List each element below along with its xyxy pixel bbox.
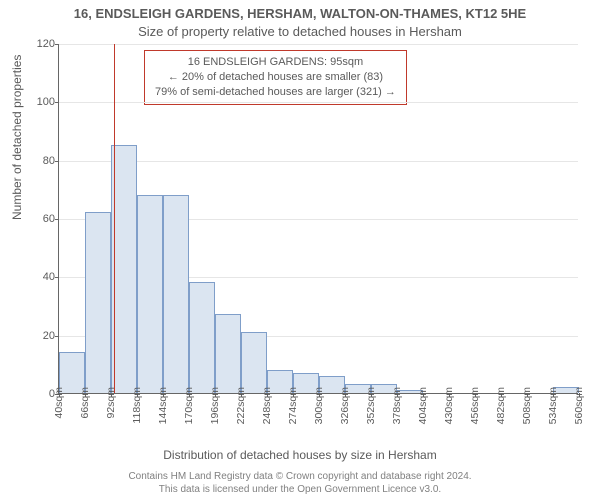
histogram-bar: [241, 332, 267, 393]
xtick-label: 430sqm: [443, 387, 455, 424]
xtick-label: 222sqm: [235, 387, 247, 424]
xtick-label: 66sqm: [79, 387, 91, 419]
ytick-label: 80: [27, 155, 55, 167]
histogram-bar: [85, 212, 111, 393]
xtick-label: 534sqm: [547, 387, 559, 424]
ytick-label: 20: [27, 330, 55, 342]
footer-attribution: Contains HM Land Registry data © Crown c…: [0, 471, 600, 496]
gridline: [59, 102, 578, 103]
footer-line-2: This data is licensed under the Open Gov…: [0, 484, 600, 497]
y-axis-label: Number of detached properties: [10, 55, 24, 220]
gridline: [59, 44, 578, 45]
ytick-mark: [55, 161, 59, 162]
xtick-label: 560sqm: [573, 387, 585, 424]
chart-plot-area: 16 ENDSLEIGH GARDENS: 95sqm← 20% of deta…: [58, 44, 578, 394]
ytick-label: 60: [27, 213, 55, 225]
histogram-bar: [189, 282, 215, 393]
ytick-mark: [55, 44, 59, 45]
ytick-label: 0: [27, 388, 55, 400]
footer-line-1: Contains HM Land Registry data © Crown c…: [0, 471, 600, 484]
histogram-bar: [137, 195, 163, 393]
histogram-bar: [215, 314, 241, 393]
xtick-label: 482sqm: [495, 387, 507, 424]
xtick-label: 170sqm: [183, 387, 195, 424]
ytick-label: 100: [27, 96, 55, 108]
annotation-line: 16 ENDSLEIGH GARDENS: 95sqm: [155, 55, 396, 70]
ytick-mark: [55, 102, 59, 103]
annotation-line: 79% of semi-detached houses are larger (…: [155, 85, 396, 100]
xtick-label: 326sqm: [339, 387, 351, 424]
page-title: 16, ENDSLEIGH GARDENS, HERSHAM, WALTON-O…: [0, 6, 600, 21]
xtick-label: 196sqm: [209, 387, 221, 424]
ytick-mark: [55, 277, 59, 278]
x-axis-label: Distribution of detached houses by size …: [0, 448, 600, 462]
xtick-label: 404sqm: [417, 387, 429, 424]
xtick-label: 40sqm: [53, 387, 65, 419]
xtick-label: 300sqm: [313, 387, 325, 424]
xtick-label: 92sqm: [105, 387, 117, 419]
ytick-mark: [55, 336, 59, 337]
xtick-label: 248sqm: [261, 387, 273, 424]
xtick-label: 352sqm: [365, 387, 377, 424]
property-marker-line: [114, 44, 115, 393]
annotation-box: 16 ENDSLEIGH GARDENS: 95sqm← 20% of deta…: [144, 50, 407, 105]
xtick-label: 144sqm: [157, 387, 169, 424]
page-subtitle: Size of property relative to detached ho…: [0, 24, 600, 39]
ytick-label: 40: [27, 271, 55, 283]
xtick-label: 118sqm: [131, 387, 143, 424]
xtick-label: 274sqm: [287, 387, 299, 424]
annotation-line: ← 20% of detached houses are smaller (83…: [155, 70, 396, 85]
xtick-label: 508sqm: [521, 387, 533, 424]
xtick-label: 456sqm: [469, 387, 481, 424]
ytick-label: 120: [27, 38, 55, 50]
histogram-bar: [163, 195, 189, 393]
ytick-mark: [55, 219, 59, 220]
xtick-label: 378sqm: [391, 387, 403, 424]
